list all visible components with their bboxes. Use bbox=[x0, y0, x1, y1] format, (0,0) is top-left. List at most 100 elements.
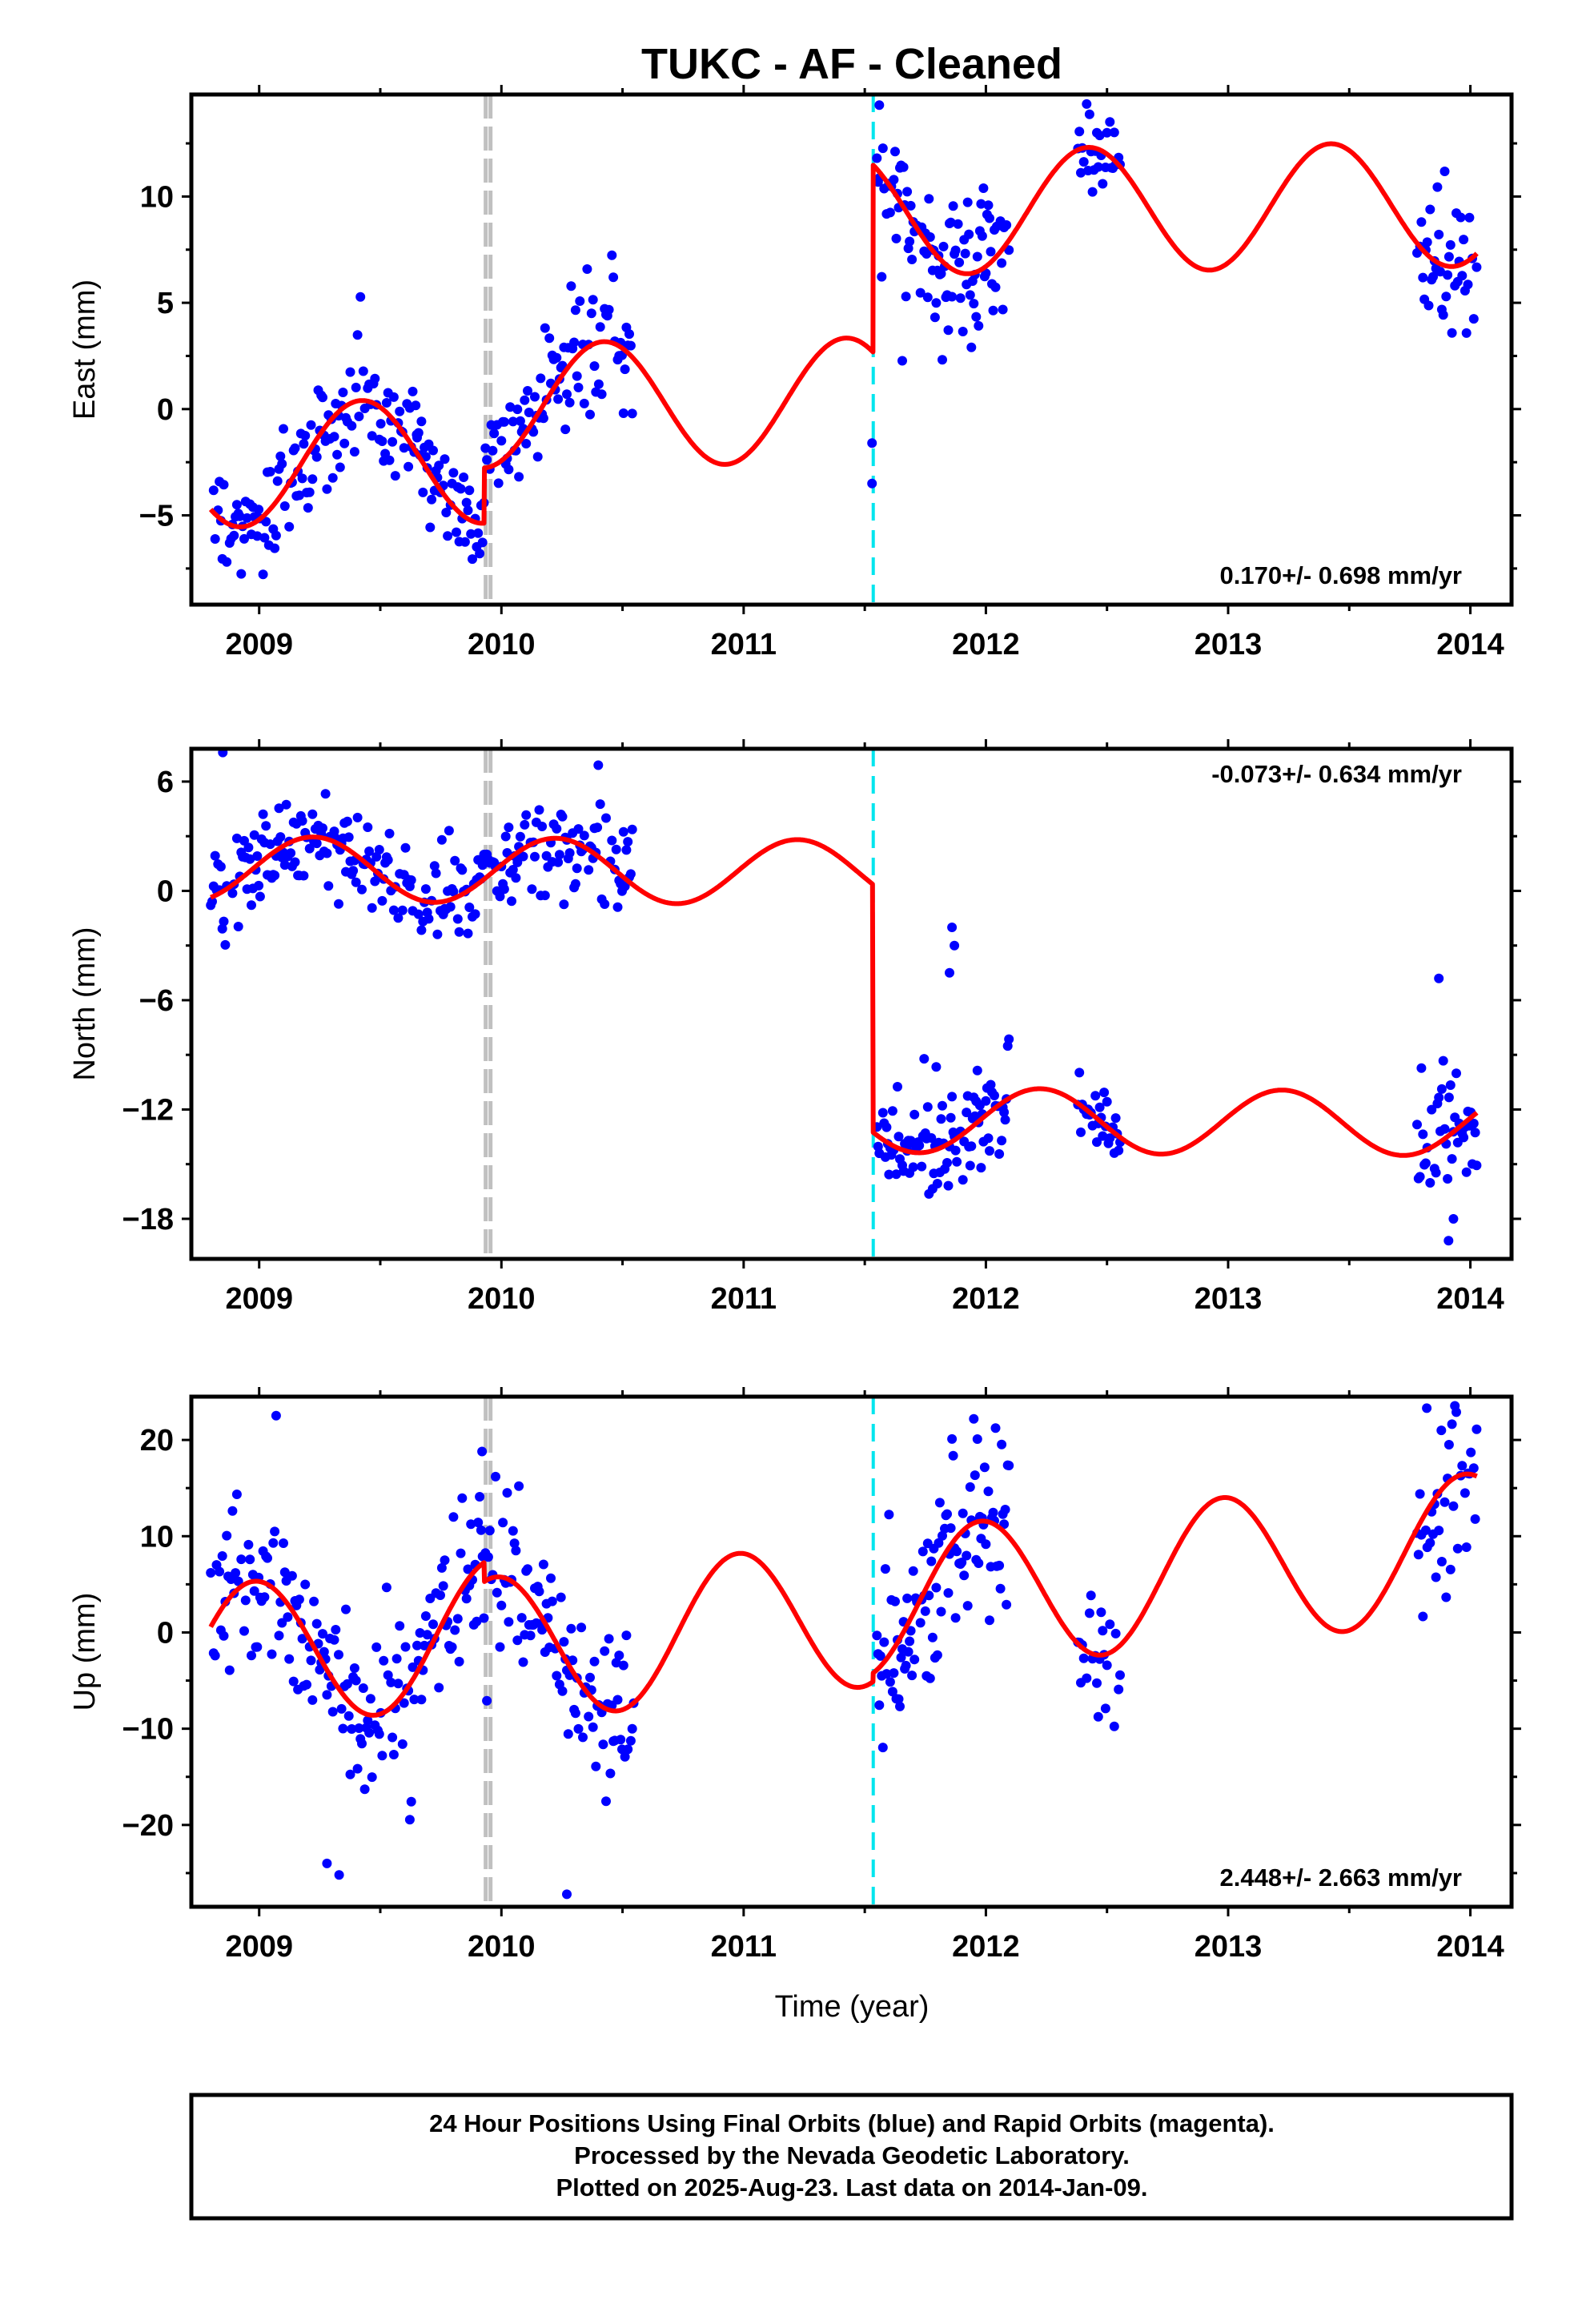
data-point-east-318 bbox=[958, 327, 968, 336]
data-point-east-238 bbox=[596, 389, 607, 400]
data-point-east-280 bbox=[905, 236, 915, 247]
data-point-east-78 bbox=[335, 462, 345, 472]
data-point-east-66 bbox=[318, 392, 327, 403]
data-point-east-102 bbox=[377, 436, 387, 446]
data-point-east-168 bbox=[482, 455, 492, 465]
data-point-north-301 bbox=[942, 1158, 952, 1168]
data-point-up-109 bbox=[386, 1677, 396, 1687]
data-point-up-268 bbox=[879, 1637, 889, 1647]
data-point-east-233 bbox=[588, 295, 598, 305]
data-point-east-237 bbox=[595, 322, 605, 332]
data-point-up-418 bbox=[1470, 1514, 1480, 1524]
data-point-up-187 bbox=[511, 1546, 521, 1556]
data-point-north-136 bbox=[432, 929, 443, 939]
data-point-up-349 bbox=[988, 1507, 998, 1518]
data-point-east-293 bbox=[925, 232, 935, 242]
data-point-north-393 bbox=[1443, 1174, 1453, 1184]
data-point-east-331 bbox=[974, 320, 984, 331]
data-point-up-162 bbox=[472, 1616, 482, 1626]
footer-box: 24 Hour Positions Using Final Orbits (bl… bbox=[189, 2093, 1514, 2221]
data-point-up-308 bbox=[931, 1582, 942, 1593]
data-point-east-402 bbox=[1447, 328, 1457, 338]
data-point-up-151 bbox=[454, 1656, 464, 1667]
data-point-east-420 bbox=[412, 429, 422, 440]
rate-annotation-east: 0.170+/- 0.698 mm/yr bbox=[1220, 561, 1462, 589]
data-point-east-304 bbox=[938, 241, 949, 251]
data-point-up-194 bbox=[523, 1564, 532, 1574]
data-point-north-93 bbox=[351, 877, 361, 887]
data-point-up-317 bbox=[943, 1588, 954, 1598]
data-point-east-314 bbox=[950, 245, 961, 255]
data-point-north-416 bbox=[945, 967, 954, 978]
data-point-north-414 bbox=[947, 923, 958, 932]
data-point-east-118 bbox=[404, 461, 414, 472]
data-point-east-7 bbox=[222, 557, 232, 567]
data-point-north-175 bbox=[495, 891, 505, 902]
data-point-up-186 bbox=[509, 1538, 520, 1549]
data-point-north-8 bbox=[217, 923, 227, 934]
data-point-up-165 bbox=[476, 1525, 486, 1535]
data-point-east-185 bbox=[512, 404, 523, 415]
data-point-up-21 bbox=[243, 1539, 254, 1550]
data-point-north-387 bbox=[1434, 1092, 1444, 1103]
x-tick-label-up-4: 2013 bbox=[1195, 1930, 1263, 1964]
data-point-up-387 bbox=[1415, 1489, 1425, 1499]
data-point-up-246 bbox=[605, 1768, 616, 1779]
data-point-up-130 bbox=[420, 1640, 430, 1651]
data-point-up-289 bbox=[905, 1626, 916, 1636]
data-point-north-112 bbox=[384, 828, 395, 838]
data-point-east-86 bbox=[349, 447, 359, 457]
data-point-east-348 bbox=[997, 258, 1007, 268]
data-point-north-189 bbox=[515, 831, 525, 842]
data-point-north-376 bbox=[1415, 1172, 1425, 1182]
data-point-north-159 bbox=[470, 909, 480, 919]
y-tick-label-north-3: 0 bbox=[157, 875, 174, 908]
data-point-up-381 bbox=[1109, 1721, 1119, 1731]
data-point-north-406 bbox=[1461, 1167, 1472, 1177]
data-point-north-304 bbox=[946, 1112, 956, 1123]
data-point-up-82 bbox=[342, 1679, 352, 1689]
data-point-east-385 bbox=[1422, 237, 1432, 247]
data-point-up-92 bbox=[357, 1739, 367, 1749]
data-point-up-237 bbox=[591, 1761, 601, 1771]
data-point-north-297 bbox=[936, 1114, 946, 1124]
data-point-north-37 bbox=[265, 839, 275, 850]
data-point-up-170 bbox=[483, 1552, 493, 1562]
data-point-north-3 bbox=[210, 850, 220, 861]
data-point-up-89 bbox=[352, 1763, 363, 1774]
data-point-north-258 bbox=[881, 1122, 892, 1132]
x-tick-label-north-4: 2013 bbox=[1195, 1282, 1263, 1316]
data-point-up-75 bbox=[329, 1634, 339, 1645]
data-point-north-29 bbox=[254, 880, 264, 891]
data-point-east-250 bbox=[618, 408, 628, 418]
data-point-north-120 bbox=[400, 842, 411, 853]
data-point-up-256 bbox=[620, 1751, 630, 1762]
data-point-east-177 bbox=[499, 416, 509, 427]
data-point-east-265 bbox=[885, 207, 895, 218]
data-point-east-175 bbox=[496, 436, 507, 446]
data-point-north-184 bbox=[508, 865, 518, 875]
x-tick-label-north-2: 2011 bbox=[711, 1282, 777, 1316]
data-point-east-163 bbox=[475, 549, 485, 559]
data-point-east-286 bbox=[915, 287, 926, 298]
data-point-up-32 bbox=[259, 1592, 270, 1602]
data-point-north-377 bbox=[1416, 1063, 1427, 1073]
data-point-up-271 bbox=[884, 1510, 894, 1520]
data-point-north-225 bbox=[579, 830, 589, 841]
data-point-east-37 bbox=[272, 476, 283, 486]
rate-annotation-up: 2.448+/- 2.663 mm/yr bbox=[1220, 1864, 1462, 1892]
data-point-east-316 bbox=[954, 257, 965, 267]
data-point-north-366 bbox=[1105, 1133, 1115, 1144]
data-point-east-408 bbox=[1457, 271, 1468, 281]
data-point-east-6 bbox=[219, 480, 229, 490]
data-point-up-171 bbox=[484, 1526, 495, 1536]
data-point-up-90 bbox=[354, 1723, 364, 1733]
data-point-north-411 bbox=[1468, 1118, 1479, 1128]
x-ticks-east: 2009 2010 2011 2012 2013 2014 bbox=[225, 85, 1504, 661]
data-point-east-401 bbox=[1445, 239, 1456, 250]
data-point-east-255 bbox=[625, 340, 636, 351]
data-point-east-417 bbox=[867, 438, 877, 448]
data-point-north-34 bbox=[261, 821, 271, 831]
data-point-north-308 bbox=[950, 1145, 961, 1156]
data-point-up-291 bbox=[908, 1566, 918, 1576]
